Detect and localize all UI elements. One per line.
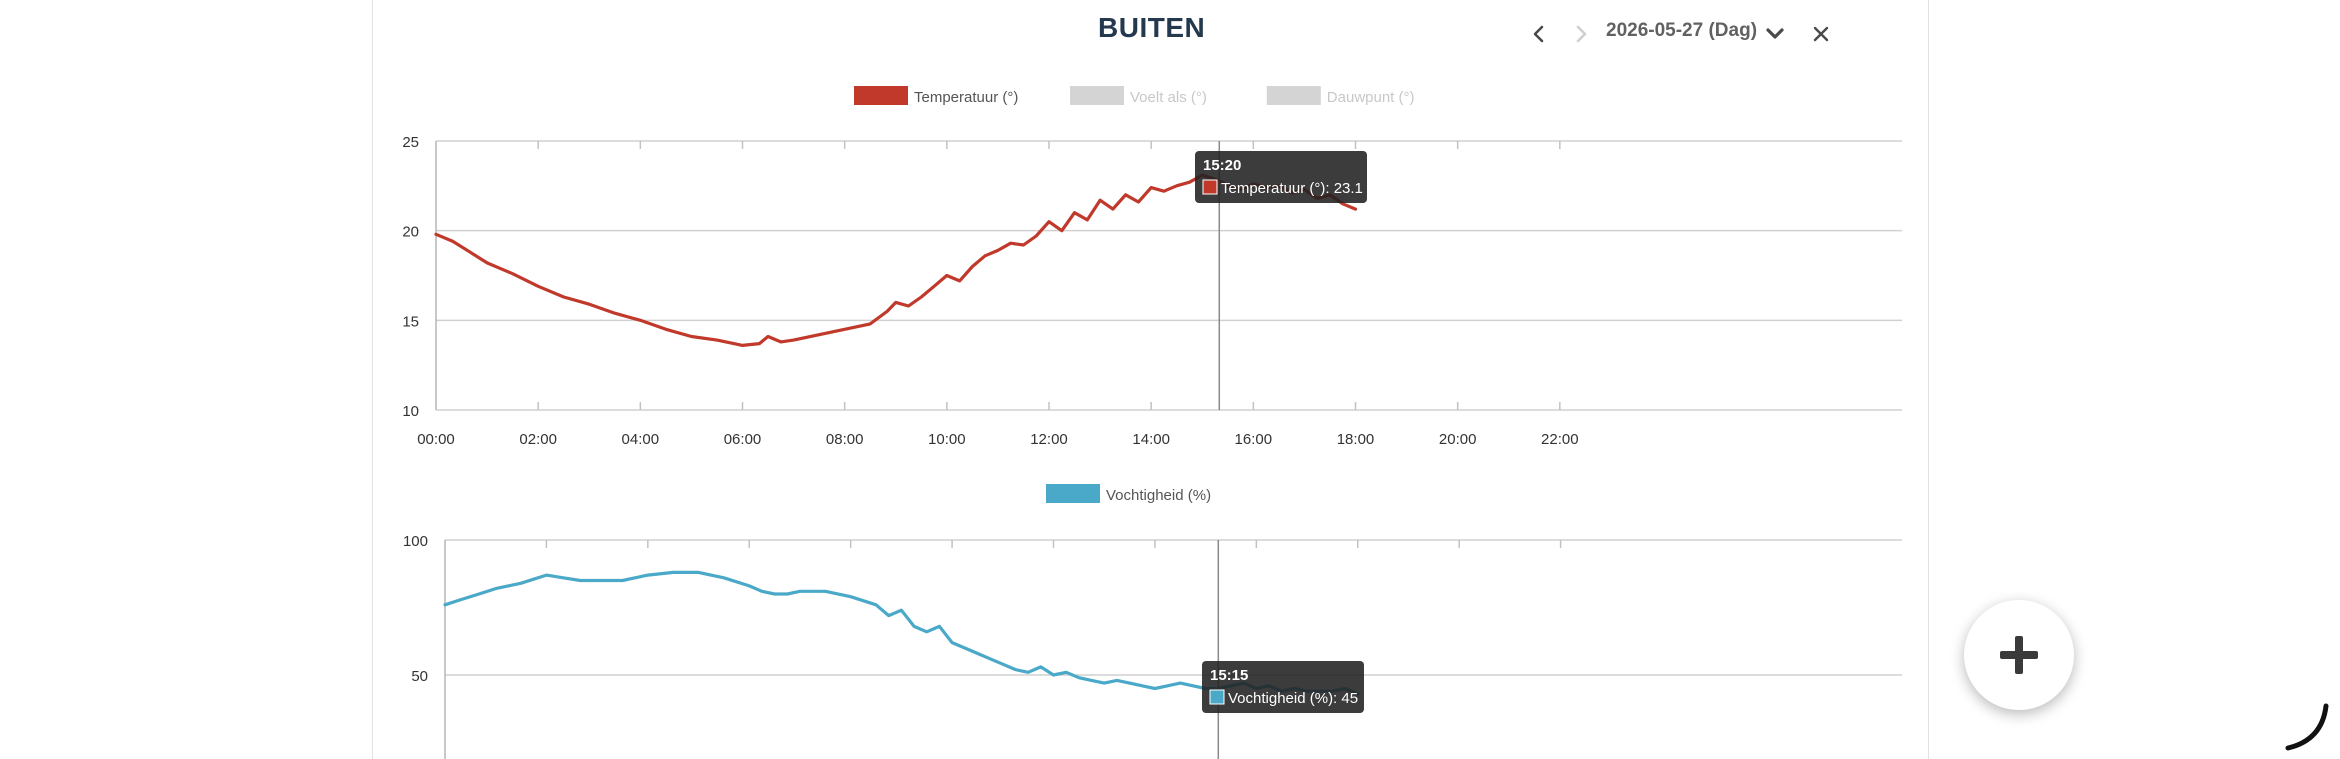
- x-tick-label: 18:00: [1337, 431, 1375, 448]
- y-tick-label: 20: [402, 224, 419, 241]
- y-tick-label: 15: [402, 313, 419, 330]
- legend-swatch: [1266, 86, 1321, 105]
- x-tick-label: 20:00: [1439, 431, 1477, 448]
- chevron-left-icon: [1533, 25, 1544, 43]
- next-day-button[interactable]: [1565, 18, 1597, 50]
- y-tick-label: 10: [402, 403, 419, 420]
- chevron-down-icon: [1766, 28, 1784, 39]
- tooltip-box: [1195, 151, 1367, 203]
- tooltip-label: Temperatuur (°): 23.1: [1221, 180, 1363, 197]
- x-tick-label: 06:00: [724, 431, 762, 448]
- legend-label: Temperatuur (°): [914, 89, 1018, 106]
- legend-label: Dauwpunt (°): [1327, 89, 1415, 106]
- add-button[interactable]: [1964, 600, 2074, 710]
- y-tick-label: 25: [402, 134, 419, 151]
- loading-spinner-icon: [2285, 703, 2329, 751]
- tooltip-swatch: [1202, 179, 1218, 195]
- date-selector-label[interactable]: 2026-05-27 (Dag): [1606, 20, 1758, 41]
- x-tick-label: 22:00: [1541, 431, 1579, 448]
- close-icon: [1813, 26, 1829, 42]
- previous-day-button[interactable]: [1523, 18, 1555, 50]
- chevron-right-icon: [1576, 25, 1587, 43]
- legend-swatch: [1070, 86, 1124, 105]
- x-tick-label: 12:00: [1030, 431, 1068, 448]
- close-button[interactable]: [1805, 18, 1837, 50]
- x-tick-label: 10:00: [928, 431, 966, 448]
- period-dropdown-button[interactable]: [1759, 18, 1791, 50]
- temperature-chart: Temperatuur (°) Voelt als (°) Dauwpunt (°)…: [402, 86, 1902, 448]
- x-tick-label: 16:00: [1235, 431, 1273, 448]
- tooltip-time: 15:20: [1203, 157, 1241, 174]
- page-title: BUITEN: [1098, 12, 1206, 43]
- plus-icon: [2000, 636, 2038, 674]
- x-tick-label: 04:00: [622, 431, 660, 448]
- x-tick-label: 00:00: [417, 431, 455, 448]
- x-tick-label: 08:00: [826, 431, 864, 448]
- x-tick-label: 02:00: [519, 431, 557, 448]
- x-tick-label: 14:00: [1132, 431, 1170, 448]
- legend-swatch: [854, 86, 908, 105]
- legend-label: Voelt als (°): [1130, 89, 1207, 106]
